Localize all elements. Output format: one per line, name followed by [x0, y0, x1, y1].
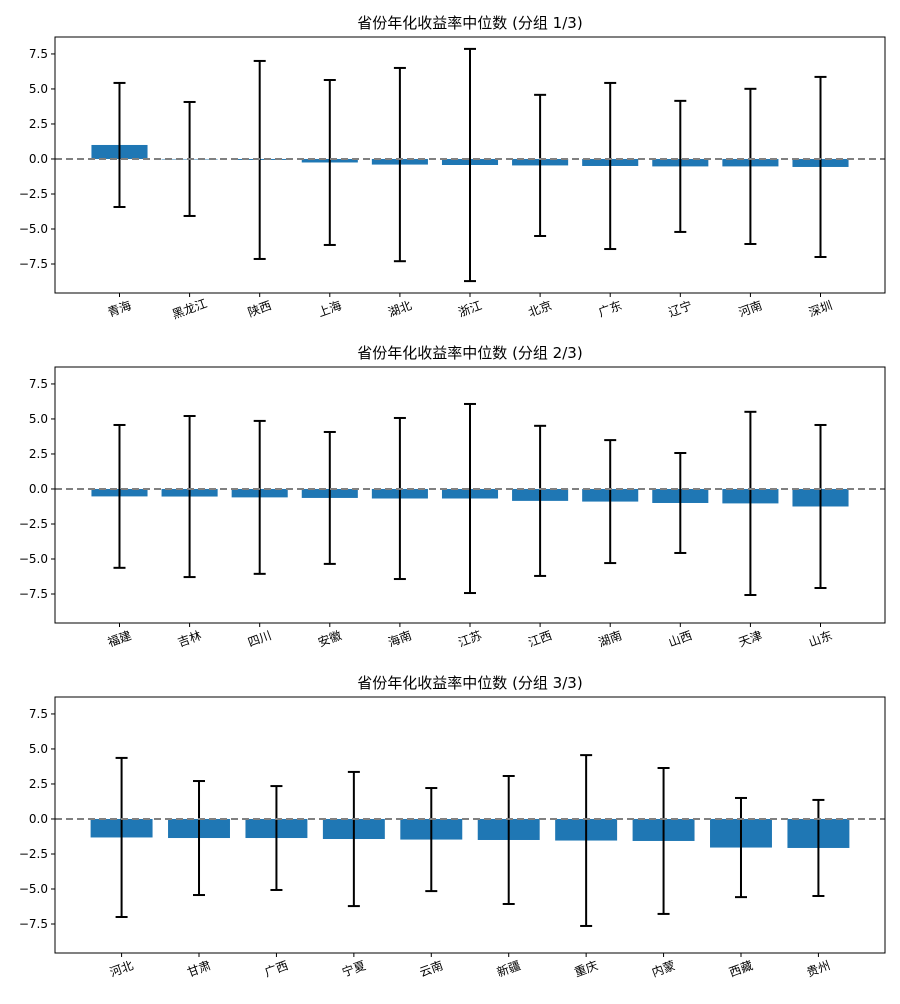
error-bar	[270, 785, 283, 891]
x-tick-label: 贵州	[805, 958, 832, 979]
error-bar	[734, 796, 747, 899]
error-bar	[425, 787, 438, 893]
error-bar	[814, 75, 827, 259]
y-tick-label: 2.5	[29, 777, 48, 791]
y-tick-label: 0.0	[29, 812, 48, 826]
y-tick-label: 2.5	[29, 447, 48, 461]
error-bar	[534, 424, 547, 577]
y-tick-label: 5.0	[29, 82, 48, 96]
x-tick-label: 陕西	[246, 297, 274, 319]
x-tick-label: 海南	[386, 627, 414, 649]
axes-frame	[54, 36, 886, 294]
error-bar	[393, 416, 406, 581]
error-bar	[113, 81, 126, 209]
x-tick-label: 广西	[263, 958, 290, 979]
x-tick-label: 宁夏	[340, 957, 368, 979]
y-tick-label: 7.5	[29, 47, 48, 61]
error-bar	[580, 754, 593, 927]
error-bar	[744, 410, 757, 596]
error-bar	[113, 423, 126, 569]
y-tick-label: 7.5	[29, 707, 48, 721]
chart-title: 省份年化收益率中位数 (分组 1/3)	[357, 14, 582, 32]
error-bar	[674, 451, 687, 554]
x-tick-label: 安徽	[316, 627, 344, 649]
error-bar	[657, 767, 670, 915]
x-tick-label: 辽宁	[666, 297, 694, 319]
x-tick-label: 西藏	[727, 958, 754, 979]
x-tick-label: 山西	[667, 628, 694, 649]
y-tick-label: 0.0	[29, 152, 48, 166]
subplot: 省份年化收益率中位数 (分组 2/3) −7.5 −5.0 −2.5 0.0 2.5 5.0…	[19, 344, 886, 650]
x-tick-label: 四川	[246, 628, 273, 649]
axes-frame	[54, 696, 886, 954]
x-tick-label: 湖北	[386, 297, 414, 319]
x-tick-label: 上海	[316, 297, 344, 319]
subplot: 省份年化收益率中位数 (分组 3/3) −7.5 −5.0 −2.5 0.0 2.5 5.0…	[19, 674, 886, 980]
error-bar	[347, 770, 360, 908]
y-tick-label: 5.0	[29, 412, 48, 426]
x-tick-label: 江西	[526, 628, 553, 649]
x-tick-label: 浙江	[456, 298, 483, 319]
y-tick-label: 2.5	[29, 117, 48, 131]
x-tick-label: 重庆	[572, 958, 599, 979]
x-tick-label: 黑龙江	[170, 296, 209, 321]
y-tick-label: −2.5	[19, 517, 48, 531]
error-bar	[814, 423, 827, 589]
x-tick-label: 河南	[736, 297, 764, 319]
x-tick-label: 云南	[417, 957, 445, 979]
x-tick-label: 福建	[105, 627, 133, 649]
y-tick-label: −7.5	[19, 917, 48, 931]
error-bar	[323, 430, 336, 565]
subplot: 省份年化收益率中位数 (分组 1/3) −7.5 −5.0 −2.5 0.0 2.5 5.0…	[19, 14, 886, 322]
y-tick-label: −7.5	[19, 587, 48, 601]
x-tick-label: 北京	[526, 298, 553, 319]
x-tick-label: 江苏	[456, 628, 483, 649]
error-bar	[464, 402, 476, 595]
x-tick-label: 天津	[737, 628, 764, 649]
y-tick-label: 7.5	[29, 377, 48, 391]
y-tick-label: −2.5	[19, 187, 48, 201]
x-tick-label: 山东	[807, 628, 834, 649]
y-tick-label: 0.0	[29, 482, 48, 496]
y-tick-label: −2.5	[19, 847, 48, 861]
error-bar	[534, 93, 547, 238]
x-tick-label: 广东	[597, 298, 624, 319]
x-tick-label: 内蒙	[650, 958, 677, 979]
x-tick-label: 新疆	[495, 957, 523, 979]
error-bar	[115, 756, 128, 919]
axes-frame	[54, 366, 886, 624]
error-bar	[812, 798, 825, 898]
x-tick-label: 河北	[108, 958, 135, 979]
error-bar	[323, 78, 336, 246]
error-bar	[674, 99, 687, 233]
x-tick-label: 青海	[105, 297, 133, 319]
error-bar	[604, 439, 617, 565]
error-bar	[193, 780, 206, 897]
y-tick-label: −5.0	[19, 552, 48, 566]
error-bar	[183, 415, 196, 579]
error-bar	[253, 419, 266, 575]
error-bar	[604, 81, 617, 251]
error-bar	[393, 66, 406, 263]
x-tick-label: 吉林	[176, 628, 203, 649]
y-tick-label: −7.5	[19, 257, 48, 271]
x-tick-label: 甘肃	[185, 958, 212, 979]
error-bar	[744, 87, 757, 245]
y-tick-label: −5.0	[19, 222, 48, 236]
x-tick-label: 湖南	[596, 627, 624, 649]
chart-title: 省份年化收益率中位数 (分组 2/3)	[357, 344, 582, 362]
y-tick-label: −5.0	[19, 882, 48, 896]
y-tick-label: 5.0	[29, 742, 48, 756]
error-bar	[464, 47, 476, 283]
error-bar	[502, 774, 515, 905]
chart-title: 省份年化收益率中位数 (分组 3/3)	[357, 674, 582, 692]
x-tick-label: 深圳	[807, 298, 834, 319]
